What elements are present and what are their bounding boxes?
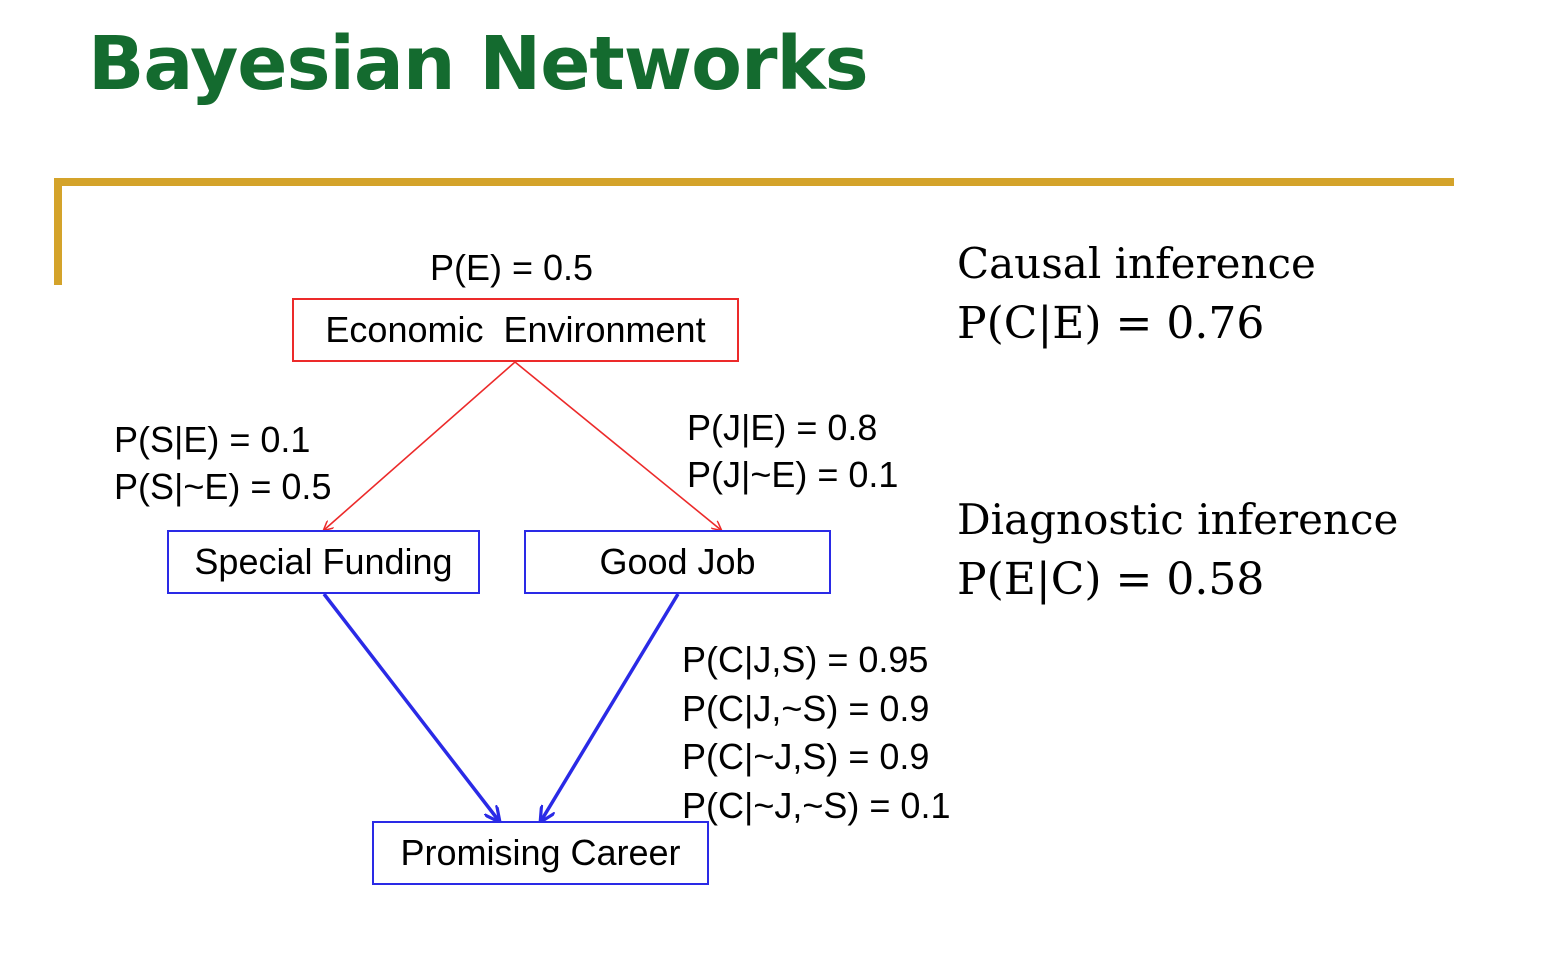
cpt-line: P(J|E) = 0.8 (687, 407, 878, 448)
causal-inference: Causal inference P(C|E) = 0.76 (957, 234, 1316, 354)
node-promising-career: Promising Career (372, 821, 709, 885)
node-economic-environment: Economic Environment (292, 298, 739, 362)
title-divider-vertical (54, 178, 62, 285)
cpt-line: P(C|~J,~S) = 0.1 (682, 784, 951, 826)
cpt-line: P(C|~J,S) = 0.9 (682, 736, 930, 777)
node-good-job: Good Job (524, 530, 831, 594)
slide-title: Bayesian Networks (88, 21, 869, 107)
cpt-line: P(S|E) = 0.1 (114, 419, 311, 460)
title-divider-horizontal (54, 178, 1454, 186)
diagnostic-inference-value: P(E|C) = 0.58 (957, 554, 1265, 605)
edge-environment-to-job (514, 361, 721, 530)
cpt-career: P(C|J,S) = 0.95 P(C|J,~S) = 0.9 P(C|~J,S… (682, 636, 950, 830)
diagnostic-inference-heading: Diagnostic inference (957, 495, 1399, 544)
cpt-funding: P(S|E) = 0.1 P(S|~E) = 0.5 (114, 416, 331, 510)
cpt-line: P(C|J,~S) = 0.9 (682, 687, 930, 729)
diagnostic-inference: Diagnostic inference P(E|C) = 0.58 (957, 490, 1398, 610)
edge-funding-to-career (322, 592, 499, 821)
cpt-line: P(S|~E) = 0.5 (114, 466, 332, 507)
cpt-line: P(J|~E) = 0.1 (687, 454, 899, 495)
cpt-line: P(E) = 0.5 (430, 247, 594, 288)
edge-job-to-career (541, 593, 680, 821)
edge-environment-to-funding (324, 361, 516, 530)
cpt-environment: P(E) = 0.5 (430, 244, 593, 291)
causal-inference-value: P(C|E) = 0.76 (957, 298, 1265, 349)
causal-inference-heading: Causal inference (957, 239, 1316, 288)
node-special-funding: Special Funding (167, 530, 480, 594)
cpt-job: P(J|E) = 0.8 P(J|~E) = 0.1 (687, 404, 898, 498)
cpt-line: P(C|J,S) = 0.95 (682, 639, 929, 680)
